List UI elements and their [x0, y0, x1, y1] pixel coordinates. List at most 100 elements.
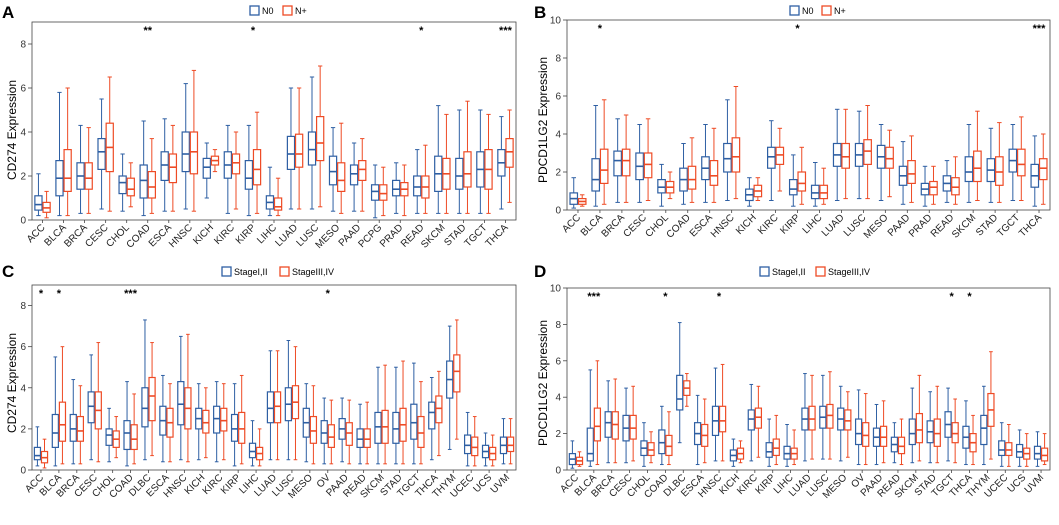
panel-b-legend: N0 N+: [789, 5, 846, 16]
box-N0-LIHC: [265, 166, 275, 217]
box-N0-TGCT: [1008, 124, 1018, 201]
iqr-box: [309, 415, 318, 444]
box-StageIII,IV-LUSC: [826, 371, 834, 460]
box-N+-READ: [421, 144, 430, 214]
box-StageIII,IV-THCA: [435, 370, 443, 457]
box-N+-KICH: [753, 177, 763, 201]
box-StageI,II-OV: [320, 397, 328, 465]
significance-marker: **: [143, 25, 152, 37]
iqr-box: [181, 131, 190, 173]
box-StageI,II-MESO: [837, 385, 845, 462]
iqr-box: [455, 157, 464, 190]
iqr-box: [370, 184, 380, 201]
box-StageIII,IV-STAD: [933, 385, 941, 464]
iqr-box: [1016, 148, 1026, 177]
iqr-box: [392, 411, 400, 444]
x-category-label: PRAD: [907, 212, 934, 239]
iqr-box: [413, 175, 422, 197]
box-StageIII,IV-ACC: [575, 451, 584, 467]
plot-frame: [31, 284, 517, 471]
iqr-box: [1040, 447, 1049, 462]
legend-label-group2: StageIII,IV: [828, 267, 870, 277]
iqr-box: [327, 424, 335, 448]
box-StageIII,IV-SKCM: [915, 374, 924, 462]
significance-marker: ***: [499, 25, 513, 37]
box-StageIII,IV-HNSC: [184, 333, 192, 463]
significance-marker: *: [57, 288, 62, 300]
iqr-box: [897, 436, 906, 455]
box-StageI,II-CESC: [622, 387, 630, 464]
iqr-box: [844, 409, 852, 431]
iqr-box: [907, 160, 916, 185]
box-StageIII,IV-OV: [862, 393, 870, 466]
legend-label-group2: N+: [295, 6, 307, 16]
legend-swatch-group1: [221, 266, 232, 277]
box-N+-LUSC: [863, 105, 872, 200]
box-N+-THCA: [1038, 133, 1048, 205]
iqr-box: [374, 411, 382, 444]
box-N0-THCA: [1030, 135, 1040, 207]
box-StageI,II-UCS: [481, 432, 490, 467]
significance-marker: ***: [124, 288, 138, 300]
box-N+-CESC: [643, 118, 653, 201]
iqr-box: [973, 150, 982, 183]
x-category-label: MESO: [314, 222, 343, 251]
legend-swatch-group1: [789, 5, 800, 16]
box-N+-STAD: [995, 122, 1004, 203]
box-StageI,II-LUAD: [266, 350, 275, 461]
box-N0-PAAD: [349, 142, 359, 212]
box-N0-COAD: [139, 120, 148, 217]
y-tick-label: 8: [20, 40, 26, 51]
box-N0-PRAD: [920, 165, 930, 207]
box-N+-ESCA: [168, 124, 178, 212]
panel-a: A CD274 Expression N0 N+ 02468ACCBLCABRC…: [2, 3, 517, 251]
box-N0-LUAD: [286, 87, 296, 210]
iqr-box: [621, 148, 631, 177]
x-category-label: LUAD: [274, 222, 301, 249]
iqr-box: [105, 428, 113, 446]
x-category-label: STAD: [974, 212, 1000, 238]
box-N0-LUSC: [854, 110, 864, 200]
y-tick-label: 6: [20, 84, 26, 95]
box-N+-THCA: [505, 109, 514, 203]
box-StageI,II-DLBC: [141, 319, 149, 461]
box-StageI,II-LUSC: [819, 374, 827, 460]
box-StageI,II-UVM: [499, 418, 508, 465]
box-N0-BLCA: [55, 91, 64, 217]
iqr-box: [964, 156, 974, 183]
x-category-label: COAD: [125, 222, 153, 250]
box-StageI,II-TGCT: [944, 387, 952, 462]
box-StageIII,IV-LIHC: [790, 429, 798, 466]
box-StageIII,IV-BLCA: [58, 346, 67, 465]
panel-d-ylabel: PDCD1LG2 Expression: [536, 320, 550, 446]
iqr-box: [69, 413, 77, 442]
x-category-label: HNSC: [167, 222, 195, 250]
iqr-box: [586, 427, 594, 462]
box-N0-PCPG: [370, 164, 380, 219]
y-tick-label: 8: [555, 54, 561, 65]
iqr-box: [819, 184, 829, 200]
iqr-box: [613, 150, 622, 177]
iqr-box: [273, 391, 282, 424]
iqr-box: [604, 411, 612, 438]
iqr-box: [676, 374, 684, 411]
box-N0-THCA: [497, 116, 506, 210]
iqr-box: [747, 409, 755, 431]
iqr-box: [248, 442, 257, 459]
box-StageI,II-LUAD: [801, 373, 809, 462]
iqr-box: [998, 440, 1006, 457]
box-N0-LUAD: [832, 108, 842, 201]
box-StageIII,IV-THYM: [987, 351, 995, 460]
box-StageIII,IV-BRCA: [611, 378, 619, 464]
panel-c-legend: StageI,II StageIII,IV: [221, 266, 334, 277]
y-tick-label: 0: [20, 216, 26, 227]
legend-label-group2: N+: [834, 6, 846, 16]
iqr-box: [189, 131, 199, 175]
box-StageI,II-SKCM: [374, 366, 382, 465]
box-N0-SKCM: [434, 105, 443, 214]
panel-c-letter: C: [2, 262, 14, 281]
box-StageIII,IV-DLBC: [148, 342, 156, 457]
box-StageIII,IV-UCS: [489, 434, 497, 467]
panel-a-ylabel: CD274 Expression: [5, 80, 19, 180]
